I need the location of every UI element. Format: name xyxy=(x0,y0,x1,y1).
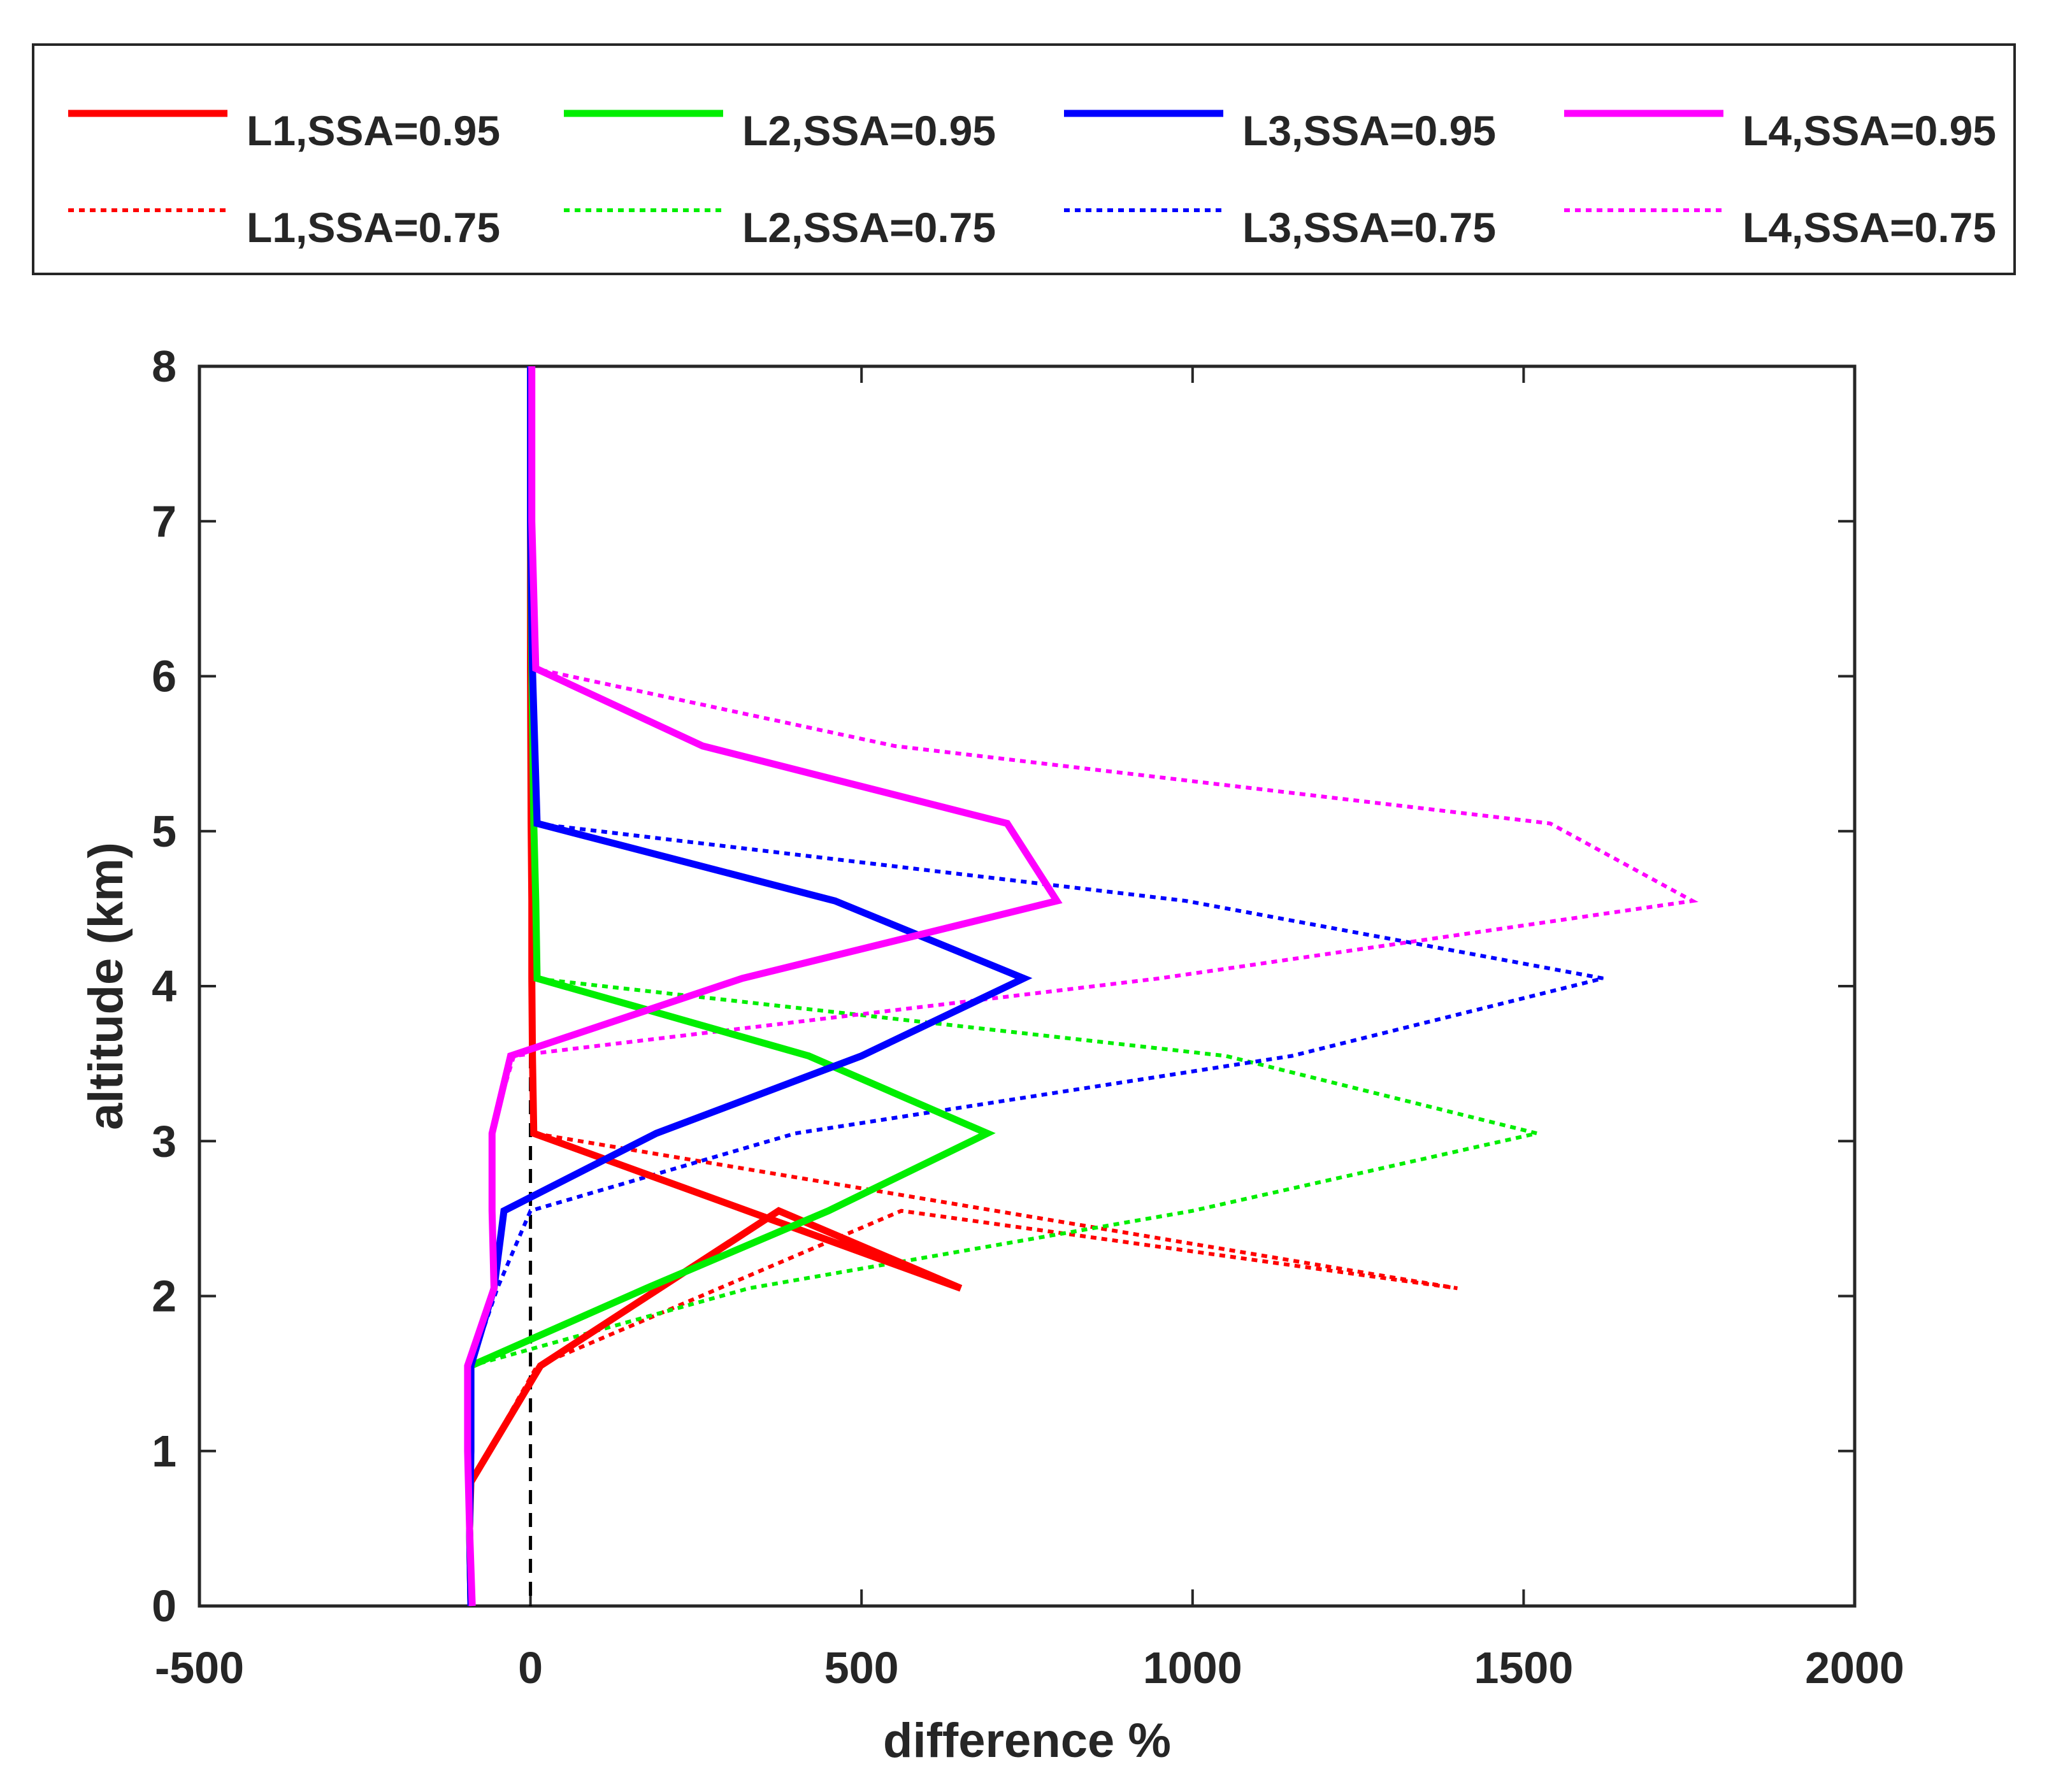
y-tick-label: 8 xyxy=(152,341,176,391)
y-tick-label: 0 xyxy=(152,1581,176,1631)
legend-label: L2,SSA=0.95 xyxy=(742,107,996,154)
legend-box xyxy=(32,43,2016,275)
legend: L1,SSA=0.95 L1,SSA=0.75 L2,SSA=0.95 L2,SSA=… xyxy=(32,43,2016,275)
x-tick-label: 0 xyxy=(518,1643,543,1693)
x-tick-label: 1000 xyxy=(1143,1643,1242,1693)
series-line-l4-ssa-0-95 xyxy=(464,366,1063,1607)
legend-label: L4,SSA=0.75 xyxy=(1743,204,1996,251)
y-axis-label: altitude (km) xyxy=(79,842,133,1130)
x-tick-label: -500 xyxy=(155,1643,244,1693)
x-axis-label: difference % xyxy=(883,1714,1171,1768)
y-tick-label: 6 xyxy=(152,652,176,701)
y-tick-label: 2 xyxy=(152,1272,176,1321)
y-tick-label: 7 xyxy=(152,496,176,546)
plot-area: -500 0 500 1000 1500 2000 0 1 2 3 4 5 6 7 8 difference… xyxy=(79,341,1904,1768)
axes-box xyxy=(198,364,1857,1608)
x-tick-label: 1500 xyxy=(1474,1643,1574,1693)
series-line-l3-ssa-0-75 xyxy=(467,366,1604,1607)
x-tick-label: 500 xyxy=(824,1643,899,1693)
y-tick-label: 1 xyxy=(152,1426,176,1476)
legend-label: L3,SSA=0.95 xyxy=(1242,107,1496,154)
legend-label: L1,SSA=0.95 xyxy=(247,107,500,154)
y-tick-label: 5 xyxy=(152,806,176,856)
legend-label: L4,SSA=0.95 xyxy=(1743,107,1996,154)
legend-label: L3,SSA=0.75 xyxy=(1242,204,1496,251)
legend-label: L1,SSA=0.75 xyxy=(247,204,500,251)
y-tick-label: 3 xyxy=(152,1116,176,1166)
x-tick-label: 2000 xyxy=(1805,1643,1904,1693)
y-tick-label: 4 xyxy=(152,961,176,1011)
legend-label: L2,SSA=0.75 xyxy=(742,204,996,251)
